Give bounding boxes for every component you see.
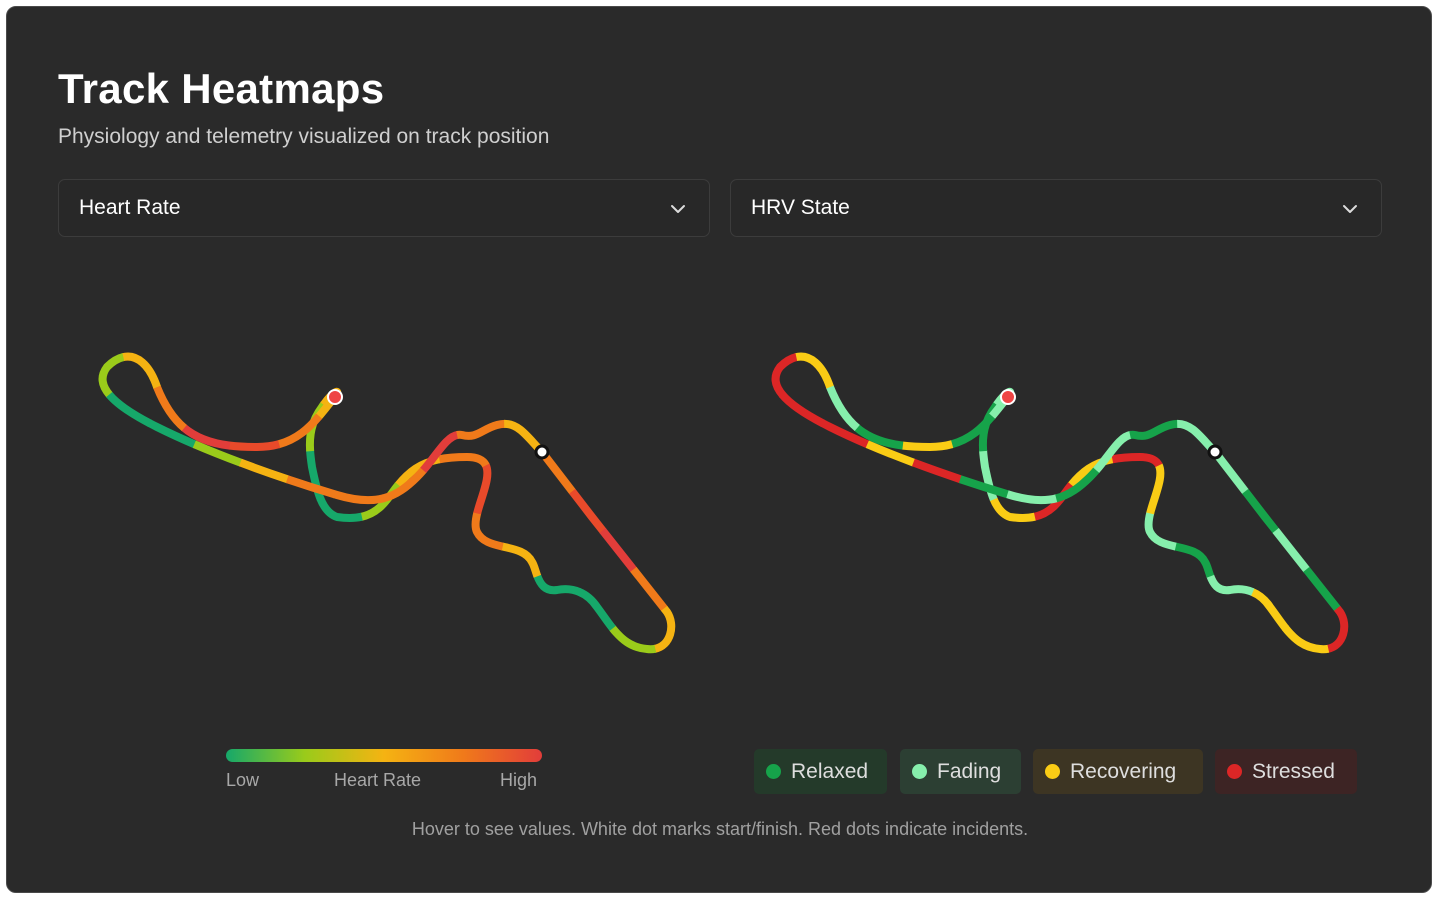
colorbar-high-label: High [500, 770, 538, 790]
legend-fading[interactable]: Fading [900, 749, 1021, 794]
hrv-track-map[interactable] [740, 307, 1440, 727]
colorbar-title: Heart Rate [334, 770, 422, 790]
heart-rate-colorbar [226, 749, 542, 762]
legend-dot [1045, 764, 1060, 779]
right-metric-select[interactable]: HRV State [730, 179, 1382, 237]
start-finish-marker[interactable] [534, 444, 550, 460]
start-finish-marker[interactable] [1207, 444, 1223, 460]
left-metric-select[interactable]: Heart Rate [58, 179, 710, 237]
incident-marker[interactable] [1000, 389, 1016, 405]
page-subtitle: Physiology and telemetry visualized on t… [58, 125, 550, 148]
legend-dot [912, 764, 927, 779]
legend-label: Stressed [1252, 759, 1335, 783]
legend-label: Relaxed [791, 759, 869, 783]
legend-relaxed[interactable]: Relaxed [754, 749, 887, 794]
legend-dot [1227, 764, 1242, 779]
footnote: Hover to see values. White dot marks sta… [411, 819, 1029, 839]
legend-stressed[interactable]: Stressed [1215, 749, 1357, 794]
legend-label: Fading [937, 759, 1002, 783]
chevron-down-icon [1343, 205, 1357, 213]
page-title: Track Heatmaps [58, 65, 385, 112]
hrv-segment[interactable] [771, 352, 1349, 654]
right-metric-value: HRV State [751, 196, 850, 219]
chevron-down-icon [671, 205, 685, 213]
legend-label: Recovering [1070, 759, 1177, 783]
incident-marker[interactable] [327, 389, 343, 405]
left-metric-value: Heart Rate [79, 196, 181, 219]
legend-recovering[interactable]: Recovering [1033, 749, 1203, 794]
heart-rate-track-map[interactable] [67, 307, 767, 727]
track-heatmaps-card: Track Heatmaps Physiology and telemetry … [6, 6, 1432, 893]
hrv-segment[interactable] [771, 352, 1349, 654]
heart-rate-segment[interactable] [98, 352, 676, 654]
colorbar-low-label: Low [226, 770, 260, 790]
legend-dot [766, 764, 781, 779]
heart-rate-segment[interactable] [98, 352, 676, 654]
